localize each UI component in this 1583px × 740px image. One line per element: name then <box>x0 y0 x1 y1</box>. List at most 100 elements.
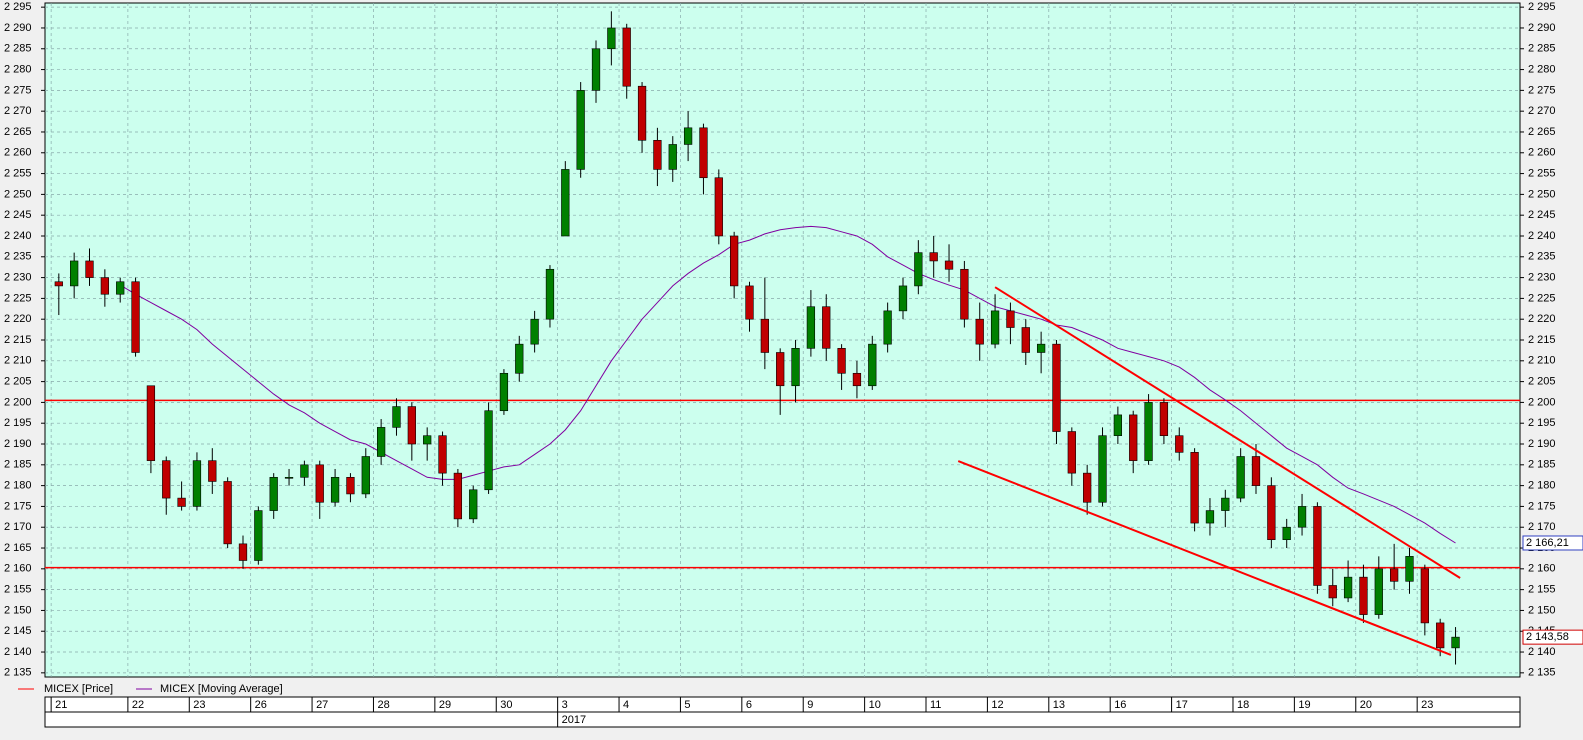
date-label: 13 <box>1053 699 1065 711</box>
candle-body <box>223 481 232 545</box>
y-tick-label: 2 230 <box>4 271 32 283</box>
y-tick-label: 2 275 <box>4 84 32 96</box>
candle-body <box>760 318 769 353</box>
candle-body <box>1098 435 1107 503</box>
candle-body <box>1175 435 1184 453</box>
date-label: 28 <box>377 699 389 711</box>
candle-body <box>1359 576 1368 615</box>
y-tick-label: 2 200 <box>1528 396 1556 408</box>
date-label: 19 <box>1298 699 1310 711</box>
candle-body <box>1113 414 1123 436</box>
candle-body <box>392 406 401 428</box>
candle-body <box>591 48 601 91</box>
trend-line <box>957 460 1452 656</box>
candle-body <box>683 127 693 145</box>
y-tick-label: 2 210 <box>1528 355 1556 367</box>
y-tick-label: 2 180 <box>1528 480 1556 492</box>
candle-body <box>1374 568 1383 615</box>
y-tick-label: 2 285 <box>1528 43 1556 55</box>
y-tick-label: 2 180 <box>4 480 32 492</box>
y-tick-label: 2 170 <box>1528 521 1556 533</box>
y-tick-label: 2 275 <box>1528 84 1556 96</box>
y-tick-label: 2 155 <box>4 584 32 596</box>
y-tick-label: 2 240 <box>1528 230 1556 242</box>
last-value-box <box>1522 629 1583 645</box>
y-tick-label: 2 175 <box>1528 500 1556 512</box>
y-tick-label: 2 245 <box>1528 209 1556 221</box>
candle-body <box>376 427 386 457</box>
candle-body <box>423 435 432 445</box>
candle-body <box>668 144 677 170</box>
candle-body <box>453 472 463 520</box>
y-tick-label: 2 135 <box>4 667 32 679</box>
date-label: 11 <box>930 699 941 711</box>
last-value-label: 2 143,58 <box>1526 631 1569 643</box>
candle-body <box>622 27 631 87</box>
y-tick-label: 2 290 <box>4 22 32 34</box>
y-tick-label: 2 230 <box>1528 271 1556 283</box>
candle-body <box>576 90 585 170</box>
candle-body <box>545 268 555 320</box>
candle-body <box>1144 402 1153 461</box>
date-label: 5 <box>684 699 690 711</box>
y-tick-label: 2 295 <box>4 1 32 13</box>
candle-body <box>515 343 524 374</box>
candle-body <box>162 460 171 499</box>
y-tick-label: 2 160 <box>1528 563 1556 575</box>
date-label: 6 <box>746 699 752 711</box>
candle-body <box>990 310 1000 345</box>
last-value-label: 2 166,21 <box>1526 537 1569 549</box>
candle-body <box>1267 485 1276 541</box>
date-label: 26 <box>255 699 267 711</box>
y-tick-label: 2 140 <box>1528 646 1556 658</box>
date-label: 22 <box>132 699 144 711</box>
trend-line <box>994 286 1461 579</box>
candle-body <box>745 285 754 320</box>
candle-body <box>837 348 846 374</box>
y-tick-label: 2 155 <box>1528 584 1556 596</box>
candle-body <box>1390 568 1399 582</box>
candle-body <box>1251 456 1261 486</box>
y-tick-label: 2 135 <box>1528 667 1556 679</box>
y-tick-label: 2 140 <box>4 646 32 658</box>
candle-body <box>469 489 478 520</box>
candle-body <box>1006 310 1015 328</box>
candle-body <box>177 497 186 507</box>
y-tick-label: 2 290 <box>1528 22 1556 34</box>
year-label: 2017 <box>562 714 586 726</box>
candle-body <box>361 456 370 495</box>
candle-body <box>1451 636 1460 649</box>
candle-body <box>944 260 954 270</box>
y-tick-label: 2 265 <box>4 126 32 138</box>
candle-body <box>1036 343 1046 353</box>
candle-body <box>208 460 217 482</box>
y-tick-label: 2 270 <box>1528 105 1556 117</box>
y-tick-label: 2 195 <box>1528 417 1556 429</box>
candle-body <box>284 476 294 479</box>
candle-body <box>530 318 539 345</box>
candle-body <box>852 372 862 387</box>
candle-body <box>192 460 202 507</box>
y-tick-label: 2 270 <box>4 105 32 117</box>
y-tick-label: 2 195 <box>4 417 32 429</box>
candle-body <box>1282 526 1291 541</box>
candle-body <box>929 252 938 262</box>
date-label: 3 <box>562 699 568 711</box>
candle-body <box>637 85 647 141</box>
candle-body <box>730 235 739 287</box>
y-tick-label: 2 245 <box>4 209 32 221</box>
y-tick-label: 2 145 <box>4 625 32 637</box>
y-tick-label: 2 205 <box>4 376 32 388</box>
candle-body <box>131 281 140 353</box>
date-label: 12 <box>991 699 1003 711</box>
candle-body <box>883 310 892 345</box>
y-tick-label: 2 250 <box>1528 188 1556 200</box>
y-tick-label: 2 215 <box>1528 334 1556 346</box>
candle-body <box>1436 622 1445 649</box>
date-label: 23 <box>1421 699 1433 711</box>
candle-body <box>699 127 708 179</box>
candle-body <box>54 281 63 287</box>
date-label: 10 <box>869 699 881 711</box>
y-tick-label: 2 255 <box>1528 167 1556 179</box>
